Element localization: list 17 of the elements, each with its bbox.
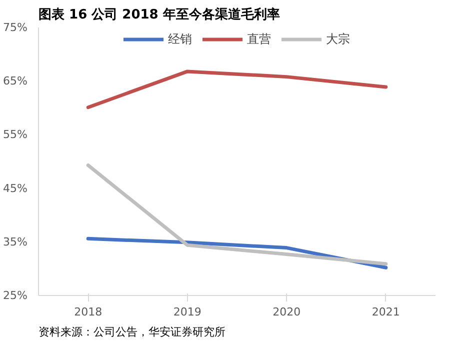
text: 资料来源：公司公告，华安证券研究所 [38,326,226,338]
y-tick-label: 45% [3,182,28,195]
legend-label: 经销 [168,30,192,48]
x-tick-label: 2020 [272,306,301,318]
chart-title: 图表 16 公司 2018 年至今各渠道毛利率 [38,6,280,22]
y-tick-label: 25% [3,289,28,302]
y-tick-label: 65% [3,74,28,88]
legend-label: 大宗 [326,30,350,48]
legend-label: 直营 [247,30,271,48]
x-tick-label: 2018 [74,306,102,318]
y-tick-label: 75% [3,21,28,34]
x-tick-label: 2021 [372,306,400,318]
line-series [86,70,388,110]
line-series [86,164,388,266]
y-tick-label: 55% [3,128,28,142]
x-tick-label: 2019 [173,306,202,318]
y-tick-label: 35% [3,235,28,248]
